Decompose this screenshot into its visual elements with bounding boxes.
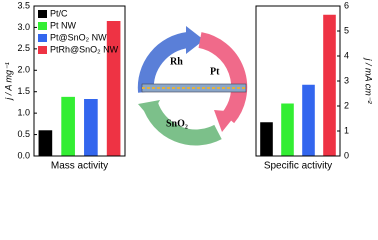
diagram-label: SnO₂ [166, 118, 188, 129]
legend-swatch [38, 10, 47, 18]
legend-label: Pt/C [50, 8, 68, 18]
y-tick-label: 2.5 [17, 43, 30, 53]
arrow-rh [137, 32, 190, 93]
y-tick-label: 0 [344, 150, 349, 160]
bar [302, 84, 315, 156]
center-diagram: Rh Pt SnO₂ [137, 26, 248, 146]
bar [38, 130, 53, 156]
y-tick-label: 0.5 [17, 129, 30, 139]
bar [260, 122, 273, 156]
y-tick-label: 3.5 [17, 0, 30, 10]
bar [61, 96, 75, 156]
bar [323, 14, 336, 156]
legend-label: Pt@SnO₂ NW [50, 32, 107, 42]
y-tick-label: 1.0 [17, 108, 30, 118]
y-axis-label: j / A mg⁻¹ [3, 62, 13, 101]
arrow-head [186, 26, 204, 54]
arrow-head [138, 100, 160, 118]
arrow-sno2 [142, 101, 222, 146]
figure: Rh Pt SnO₂ 0.0 0.5 1.0 1.5 2.0 2.5 3.0 3.5 j / A… [3, 0, 374, 172]
x-axis-label: Specific activity [264, 161, 332, 172]
plot-frame [33, 5, 126, 157]
y-tick-label: 5 [344, 25, 349, 35]
y-tick-label: 2.0 [17, 65, 30, 75]
legend-swatch [38, 34, 47, 42]
bar [106, 21, 121, 156]
legend-swatch [38, 46, 47, 54]
legend-swatch [38, 22, 47, 30]
bar [281, 103, 294, 156]
arrow-head [214, 110, 238, 132]
x-axis-label: Mass activity [51, 161, 108, 172]
diagram-label: Rh [170, 56, 183, 67]
y-tick-label: 3 [344, 75, 349, 85]
y-tick-label: 1 [344, 125, 349, 135]
y-tick-label: 2 [344, 100, 349, 110]
legend-label: Pt NW [50, 20, 77, 30]
diagram-label: Pt [210, 66, 220, 77]
bar [84, 99, 98, 156]
y-axis-label: j / mA cm⁻² [364, 58, 374, 105]
legend-label: PtRh@SnO₂ NW [50, 44, 119, 54]
y-tick-label: 0.0 [17, 150, 30, 160]
y-tick-label: 3.0 [17, 22, 30, 32]
arrow-pt [198, 32, 248, 124]
y-tick-label: 1.5 [17, 86, 30, 96]
y-tick-label: 4 [344, 50, 349, 60]
y-tick-label: 6 [344, 0, 349, 10]
